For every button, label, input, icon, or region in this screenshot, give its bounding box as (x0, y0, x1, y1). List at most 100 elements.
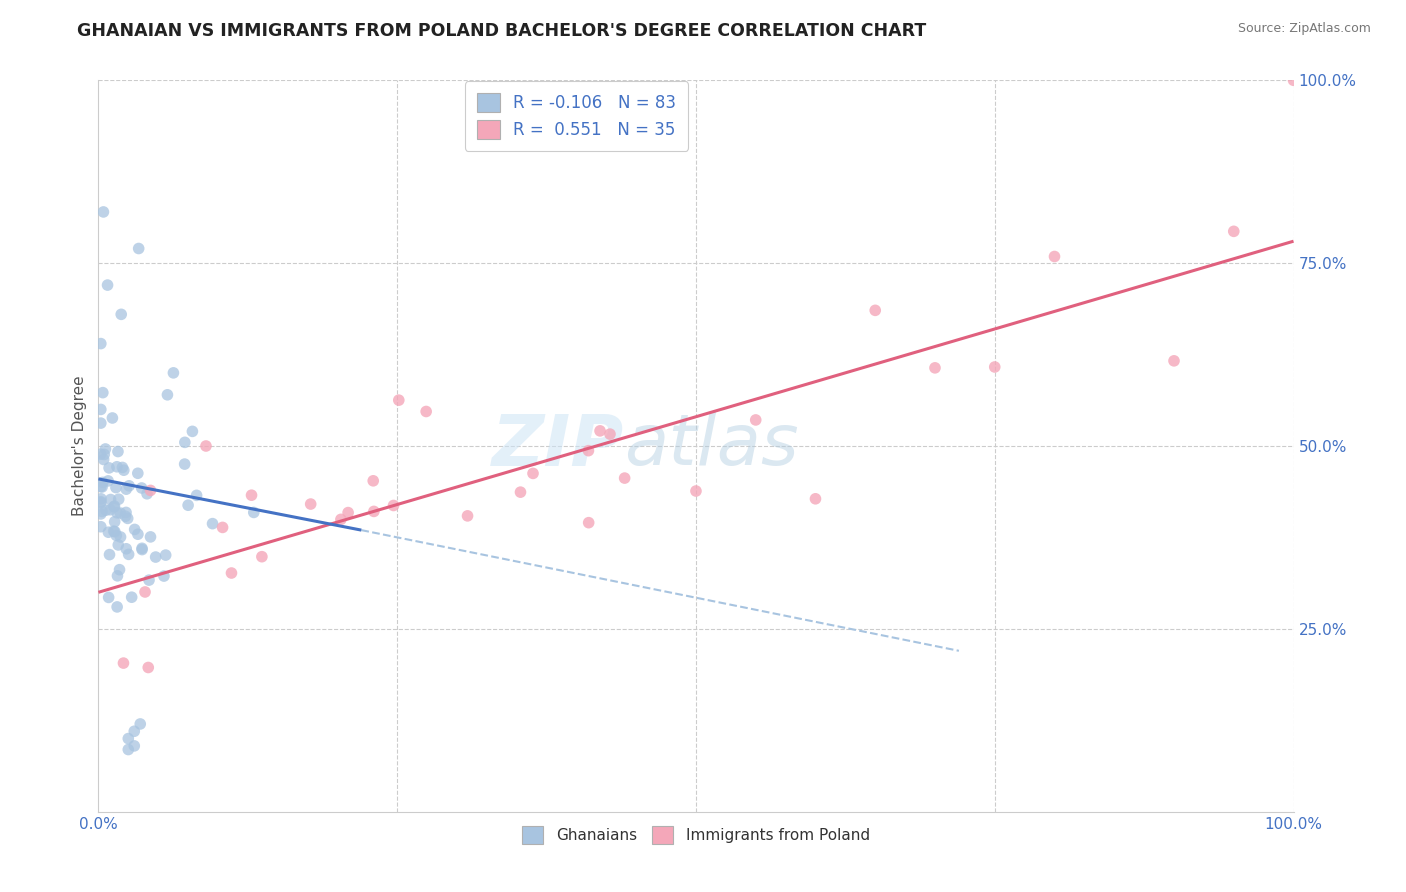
Point (589, 424, 612, 438)
Point (104, 515, 127, 529)
Point (94, 503, 117, 517)
Point (250, 549, 273, 564)
Point (103, 500, 125, 514)
Point (118, 479, 141, 493)
Point (153, 569, 176, 583)
Point (117, 511, 139, 525)
Point (138, 573, 160, 587)
Point (108, 563, 131, 577)
Point (127, 467, 149, 481)
Point (110, 307, 132, 321)
Point (90, 447, 112, 461)
Point (90, 491, 112, 506)
Point (155, 548, 177, 562)
Point (156, 388, 179, 402)
Point (96, 278, 118, 293)
Point (613, 471, 636, 485)
Point (90, 495, 112, 509)
Text: Source: ZipAtlas.com: Source: ZipAtlas.com (1237, 22, 1371, 36)
Point (361, 474, 384, 488)
Point (173, 435, 195, 450)
Point (924, 360, 946, 375)
Point (124, 724, 146, 739)
Point (100, 492, 122, 507)
Point (103, 524, 125, 538)
Point (105, 459, 128, 474)
Point (173, 457, 195, 471)
Point (136, 487, 159, 501)
Point (129, 717, 152, 731)
Point (131, 541, 153, 556)
Point (337, 506, 360, 520)
Point (363, 504, 385, 518)
Point (131, 481, 153, 495)
Point (107, 444, 129, 458)
Point (522, 467, 544, 481)
Point (101, 411, 124, 425)
Point (1282, 73, 1305, 87)
Point (115, 541, 138, 556)
Point (865, 303, 887, 318)
Point (90, 494, 112, 508)
Point (127, 527, 149, 541)
Point (90, 507, 112, 521)
Point (745, 413, 768, 427)
Point (115, 505, 138, 519)
Point (110, 530, 132, 544)
Point (93, 205, 115, 219)
Point (134, 585, 156, 599)
Point (131, 542, 153, 557)
Point (112, 656, 135, 670)
Point (415, 404, 437, 418)
Point (105, 506, 128, 520)
Point (124, 739, 146, 753)
Point (107, 538, 129, 552)
Point (104, 524, 127, 539)
Point (90, 520, 112, 534)
Point (211, 520, 233, 534)
Point (578, 443, 600, 458)
Legend: Ghanaians, Immigrants from Poland: Ghanaians, Immigrants from Poland (515, 819, 877, 852)
Point (186, 488, 208, 502)
Point (90, 480, 112, 494)
Point (107, 569, 129, 583)
Point (128, 242, 150, 256)
Point (221, 566, 243, 580)
Point (104, 481, 127, 495)
Point (243, 505, 266, 519)
Point (90, 402, 112, 417)
Point (97, 591, 120, 605)
Point (117, 731, 139, 746)
Point (112, 463, 135, 477)
Point (240, 488, 263, 502)
Point (139, 530, 162, 544)
Point (90, 416, 112, 430)
Point (139, 483, 162, 498)
Point (578, 516, 600, 530)
Point (195, 439, 218, 453)
Text: ZIP: ZIP (492, 411, 624, 481)
Point (1163, 354, 1185, 368)
Point (388, 393, 411, 408)
Point (145, 550, 167, 565)
Point (382, 499, 405, 513)
Point (457, 508, 479, 523)
Point (117, 742, 139, 756)
Point (103, 499, 125, 513)
Text: GHANAIAN VS IMMIGRANTS FROM POLAND BACHELOR'S DEGREE CORRELATION CHART: GHANAIAN VS IMMIGRANTS FROM POLAND BACHE… (77, 22, 927, 40)
Point (105, 528, 128, 542)
Y-axis label: Bachelor's Degree: Bachelor's Degree (72, 376, 87, 516)
Point (93, 447, 115, 461)
Point (299, 497, 322, 511)
Point (98, 461, 121, 475)
Point (98, 502, 121, 516)
Point (509, 485, 531, 500)
Point (91, 504, 114, 518)
Point (685, 483, 707, 498)
Point (91, 480, 114, 494)
Point (94, 442, 117, 456)
Point (181, 425, 204, 439)
Point (201, 516, 224, 531)
Point (136, 660, 159, 674)
Point (111, 460, 134, 475)
